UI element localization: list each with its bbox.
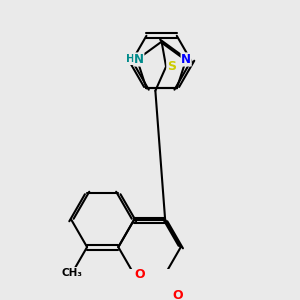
Text: S: S <box>167 60 176 73</box>
Text: N: N <box>181 53 191 66</box>
Text: O: O <box>172 289 183 300</box>
Text: N: N <box>134 53 144 66</box>
Text: CH₃: CH₃ <box>62 268 83 278</box>
Text: H: H <box>126 55 135 64</box>
Text: O: O <box>134 268 145 281</box>
